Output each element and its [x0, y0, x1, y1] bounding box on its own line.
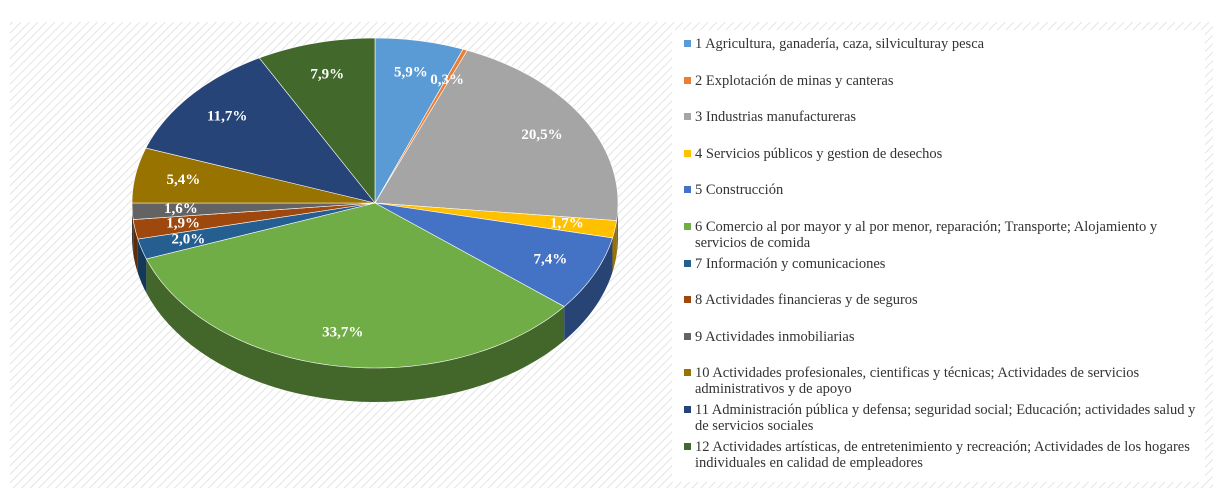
- data-label: 11,7%: [207, 109, 247, 125]
- legend-label: 2 Explotación de minas y canteras: [695, 72, 894, 89]
- legend-item: 5 Construcción: [684, 182, 1205, 219]
- pie-slice: [131, 147, 376, 204]
- legend-item: 8 Actividades financieras y de seguros: [684, 292, 1205, 329]
- legend-label: 11 Administración pública y defensa; seg…: [695, 401, 1196, 434]
- legend-swatch: [684, 40, 691, 47]
- legend-label: 12 Actividades artísticas, de entretenim…: [695, 438, 1190, 471]
- legend-item: 7 Información y comunicaciones: [684, 256, 1205, 293]
- pie-slice-side: [132, 203, 134, 254]
- legend-label: 5 Construcción: [695, 182, 784, 199]
- legend-label: 4 Servicios públicos y gestion de desech…: [695, 145, 943, 162]
- pie-slice-side: [616, 203, 618, 255]
- pie-slice: [258, 37, 376, 204]
- data-label: 5,9%: [394, 65, 428, 81]
- data-label: 1,6%: [164, 201, 198, 217]
- legend-swatch: [684, 332, 691, 340]
- pie-slice-side: [146, 258, 565, 402]
- legend-label: 3 Industrias manufactureras: [695, 109, 857, 126]
- legend-swatch: [684, 259, 691, 267]
- pie-slice: [132, 202, 376, 240]
- legend-item: 3 Industrias manufactureras: [684, 109, 1205, 146]
- data-label: 0,3%: [430, 72, 464, 88]
- legend-item: 1 Agricultura, ganadería, caza, silvicul…: [684, 36, 1205, 73]
- legend-label: 10 Actividades profesionales, cientifica…: [695, 365, 1140, 398]
- data-label: 2,0%: [171, 231, 205, 247]
- legend-swatch: [684, 442, 691, 450]
- pie-slice-side: [564, 237, 613, 341]
- legend-label: 6 Comercio al por mayor y al por menor, …: [695, 218, 1158, 251]
- legend-swatch: [684, 76, 691, 84]
- pie-slice: [145, 202, 565, 369]
- legend-item: 9 Actividades inmobiliarias: [684, 329, 1205, 366]
- data-label: 7,4%: [533, 251, 567, 267]
- data-label: 33,7%: [322, 325, 363, 341]
- data-label: 1,7%: [550, 215, 584, 231]
- legend-item: 6 Comercio al por mayor y al por menor, …: [684, 219, 1205, 256]
- legend-label: 9 Actividades inmobiliarias: [695, 328, 855, 345]
- pie-slice-side: [133, 219, 138, 273]
- legend-item: 4 Servicios públicos y gestion de desech…: [684, 146, 1205, 183]
- legend-item: 11 Administración pública y defensa; seg…: [684, 402, 1205, 439]
- pie-slice-side: [612, 220, 617, 272]
- pie-slice: [374, 202, 613, 307]
- legend: 1 Agricultura, ganadería, caza, silvicul…: [672, 30, 1205, 482]
- data-label: 5,4%: [167, 172, 201, 188]
- data-label: 7,9%: [310, 66, 344, 82]
- pie-slice: [131, 202, 376, 220]
- legend-swatch: [684, 149, 691, 157]
- legend-item: 2 Explotación de minas y canteras: [684, 73, 1205, 110]
- legend-swatch: [684, 296, 691, 304]
- legend-item: 10 Actividades profesionales, cientifica…: [684, 365, 1205, 402]
- legend-item: 12 Actividades artísticas, de entretenim…: [684, 439, 1205, 476]
- pie-slice: [374, 37, 464, 205]
- legend-swatch: [684, 369, 691, 377]
- legend-label: 1 Agricultura, ganadería, caza, silvicul…: [695, 36, 985, 52]
- legend-swatch: [684, 186, 691, 194]
- legend-label: 7 Información y comunicaciones: [695, 255, 886, 272]
- pie-slice: [374, 50, 619, 221]
- legend-label: 8 Actividades financieras y de seguros: [695, 292, 918, 309]
- legend-swatch: [684, 113, 691, 121]
- data-label: 20,5%: [521, 127, 562, 143]
- legend-swatch: [684, 222, 691, 230]
- pie-slice: [145, 57, 376, 204]
- data-label: 1,9%: [166, 215, 200, 231]
- pie-slice: [137, 202, 376, 260]
- legend-swatch: [684, 405, 691, 413]
- pie-slice-side: [137, 238, 147, 293]
